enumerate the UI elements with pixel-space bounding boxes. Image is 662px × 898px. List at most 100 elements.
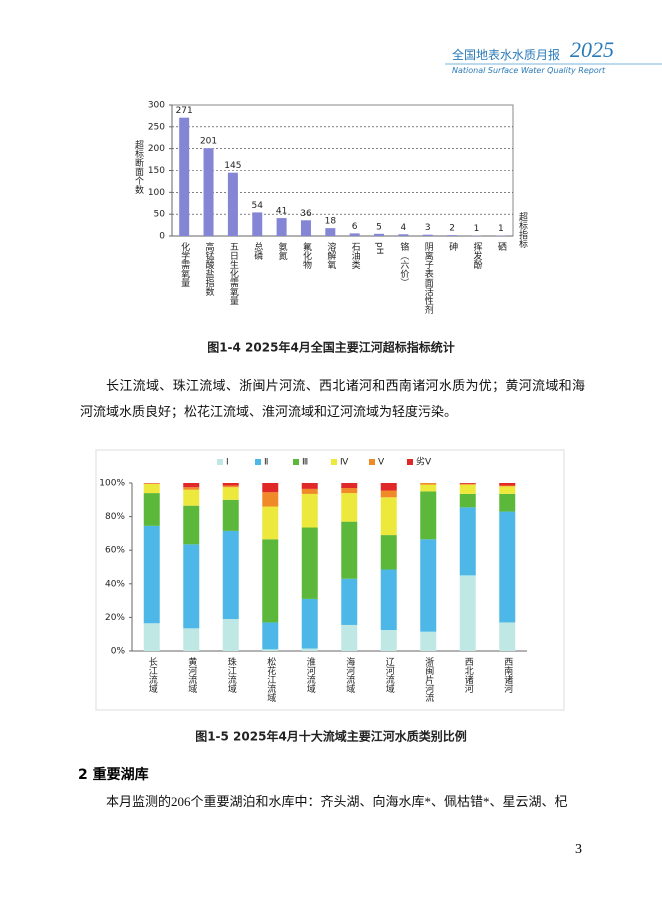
bar-segment [262,483,279,493]
bar-segment [262,492,279,507]
legend-label: Ⅱ [264,458,268,468]
y-tick-label: 50 [154,210,166,220]
x-tick-label: pH [374,242,384,254]
bar [398,234,409,236]
bar-segment [222,499,239,531]
bar-segment [499,493,516,512]
x-tick-label: 石油类 [350,242,361,270]
bar-segment [499,485,516,487]
x-tick-label: 溶解氧 [325,241,336,269]
bar-segment [262,506,279,540]
legend-swatch [407,459,413,465]
x-tick-label: 珠江流域 [226,656,237,693]
bar-segment [420,631,437,651]
bar-segment [143,483,160,494]
bar-segment [262,649,279,651]
bar-segment [459,493,476,508]
legend-swatch [255,459,261,465]
header-year: 2025 [570,37,614,62]
y-axis-label: 超标断面个数 [133,139,144,195]
y-tick-label: 100 [148,188,165,198]
x-axis-label: 超标指标 [517,211,528,249]
bar-segment [222,485,239,488]
legend-label: Ⅲ [302,458,308,468]
data-label: 2 [449,224,455,234]
paragraph: 长江流域、珠江流域、浙闽片河流、西北诸河和西南诸河水质为优；黄河流域和海河流域水… [80,378,585,419]
legend-swatch [293,459,299,465]
bar-segment [301,527,318,599]
x-tick-label: 西南诸河 [502,657,513,693]
y-tick-label: 250 [148,122,165,132]
bar-segment [301,483,318,489]
x-tick-label: 硒 [496,242,507,252]
page-number: 3 [575,842,582,857]
x-tick-label: 长江流域 [147,656,158,693]
bar-segment [301,488,318,494]
bar [252,212,263,236]
bar-segment [341,493,358,522]
bar-segment [459,484,476,494]
legend-swatch [331,459,337,465]
bar-segment [459,483,476,484]
y-tick-label: 150 [148,166,165,176]
bar-segment [380,569,397,630]
y-tick-label: 20% [105,613,125,623]
bar-segment [183,544,200,629]
bar-segment [420,539,437,632]
chart-frame [95,449,565,711]
x-tick-label: 五日生化需氧量 [228,242,239,305]
bar-segment [301,493,318,528]
y-tick-label: 200 [148,144,165,154]
bar-segment [459,575,476,651]
data-label: 6 [352,222,358,232]
bar-segment [459,483,476,485]
bar [422,234,433,236]
x-tick-label: 氨氮 [277,241,288,261]
data-label: 201 [200,137,217,147]
data-label: 18 [325,217,337,227]
bar-segment [143,525,160,624]
bar [179,117,190,236]
bar-segment [341,624,358,651]
legend-label: 劣Ⅴ [416,456,432,468]
bar [227,172,238,236]
bar-segment [341,578,358,625]
bar-segment [222,619,239,651]
data-label: 54 [252,201,264,211]
bar-segment [183,489,200,506]
data-label: 1 [498,224,504,234]
bar-segment [222,483,239,486]
bar [325,228,336,236]
bar-segment [341,483,358,489]
bar-segment [380,535,397,570]
header-subtitle: National Surface Water Quality Report [452,66,606,75]
bar-segment [341,488,358,494]
bar-segment [499,622,516,651]
legend-label: Ⅴ [378,458,385,468]
bar-segment [301,648,318,651]
bar-segment [459,507,476,576]
bar-segment [380,497,397,536]
x-tick-label: 化学需氧量 [179,241,190,287]
bar-segment [222,530,239,620]
bar-segment [183,628,200,651]
y-tick-label: 80% [105,512,125,522]
bar-segment [499,511,516,623]
x-tick-label: 辽河流域 [384,657,395,693]
bar [276,218,287,236]
legend-swatch [369,459,375,465]
x-tick-label: 西北诸河 [463,657,474,693]
bar-segment [143,623,160,651]
x-tick-label: 浙闽片河流 [423,656,434,703]
legend-label: Ⅳ [340,458,349,468]
bar [349,233,360,236]
bar [203,148,214,236]
bar-segment [380,490,397,498]
x-tick-label: 黄河流域 [186,656,197,693]
bar-segment [262,622,279,650]
header-title: 全国地表水水质月报 [452,48,561,62]
data-label: 1 [474,224,480,234]
paragraph: 本月监测的206个重要湖泊和水库中：齐头湖、向海水库*、佩枯错*、星云湖、杞 [106,794,568,809]
